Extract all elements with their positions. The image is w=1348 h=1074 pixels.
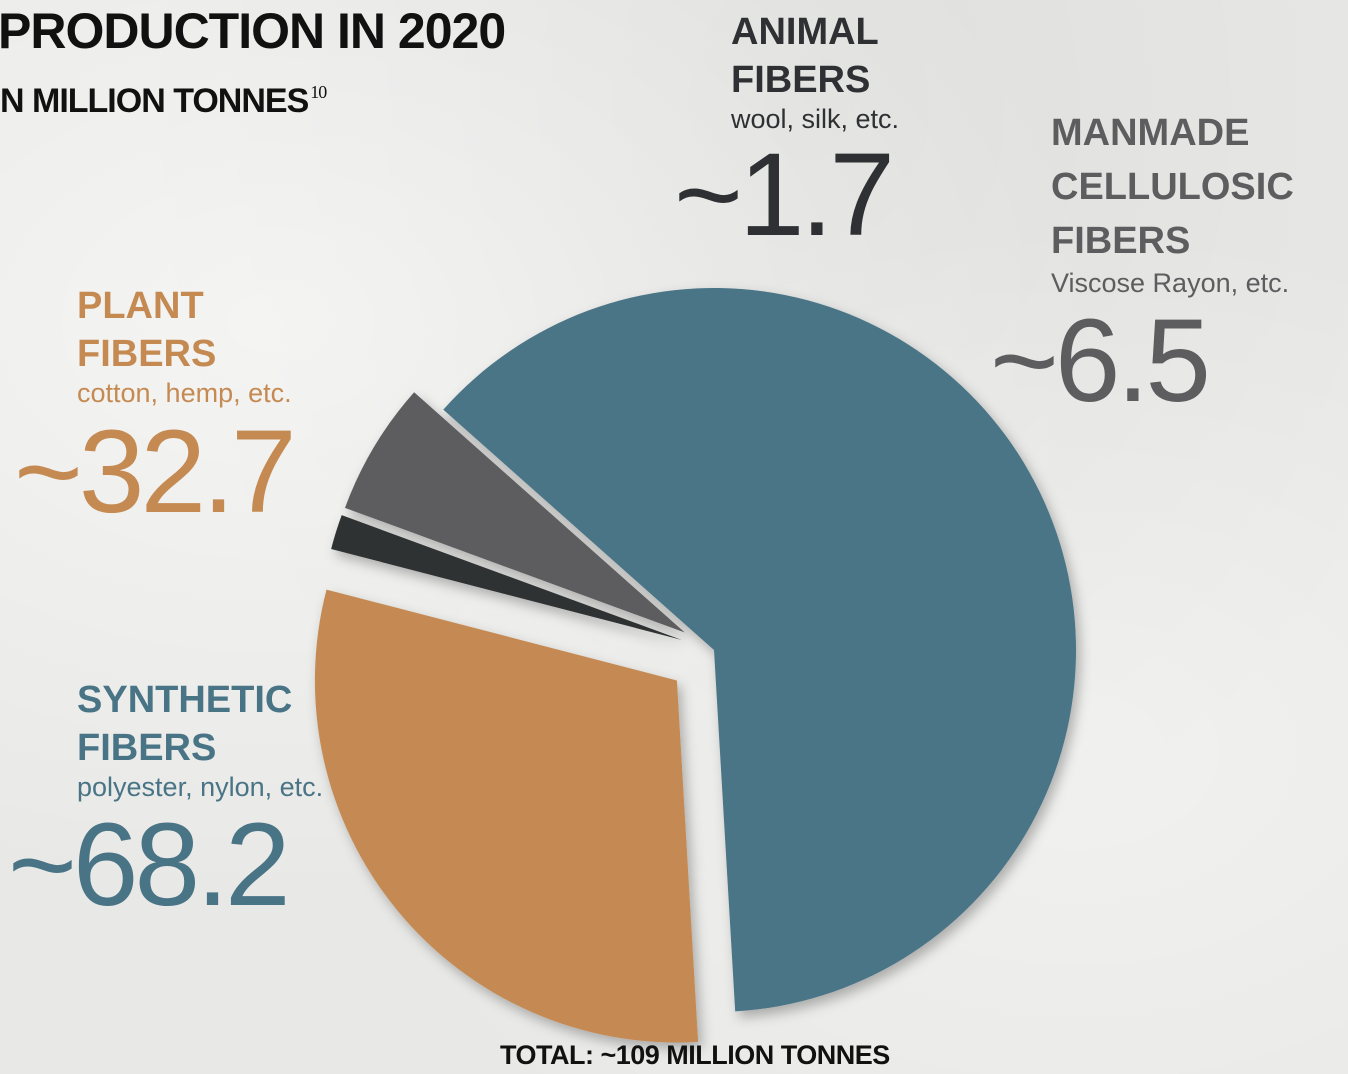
animal-label-group: ANIMAL FIBERS wool, silk, etc. — [731, 8, 899, 135]
animal-label-sub: wool, silk, etc. — [731, 104, 900, 134]
pie-slice-synthetic — [443, 288, 1076, 1012]
plant-label-line2: FIBERS — [77, 333, 217, 375]
synthetic-label-line1: SYNTHETIC — [77, 679, 293, 721]
synthetic-label-sub: polyester, nylon, etc. — [77, 772, 324, 802]
footnote-marker: 10 — [310, 82, 327, 102]
manmade-label-sub: Viscose Rayon, etc. — [1051, 268, 1290, 298]
synthetic-label-line2: FIBERS — [77, 727, 217, 769]
plant-label-sub: cotton, hemp, etc. — [77, 378, 292, 408]
synthetic-label-group: SYNTHETIC FIBERS polyester, nylon, etc. — [77, 676, 323, 803]
manmade-label-line3: FIBERS — [1051, 220, 1191, 262]
animal-label-line2: FIBERS — [731, 59, 871, 101]
chart-title: PRODUCTION IN 2020 — [0, 3, 506, 59]
manmade-label-line1: MANMADE — [1051, 112, 1250, 154]
pie-slice-animal — [331, 515, 682, 640]
manmade-label-line2: CELLULOSIC — [1051, 166, 1294, 208]
pie-slice-plant — [314, 589, 699, 1043]
animal-label-line1: ANIMAL — [731, 11, 879, 53]
chart-subtitle: N MILLION TONNES 10 — [0, 82, 327, 121]
pie-slice-manmade — [344, 392, 685, 633]
total-label: TOTAL: ~109 MILLION TONNES — [500, 1040, 890, 1070]
plant-value: ~32.7 — [14, 406, 297, 538]
synthetic-value: ~68.2 — [8, 799, 291, 931]
unit-label: N MILLION TONNES — [0, 82, 309, 120]
plant-label-group: PLANT FIBERS cotton, hemp, etc. — [77, 282, 292, 409]
animal-value: ~1.7 — [674, 129, 895, 261]
plant-label-line1: PLANT — [77, 285, 204, 327]
manmade-label-group: MANMADE CELLULOSIC FIBERS Viscose Rayon,… — [1051, 106, 1294, 299]
manmade-value: ~6.5 — [990, 295, 1211, 427]
